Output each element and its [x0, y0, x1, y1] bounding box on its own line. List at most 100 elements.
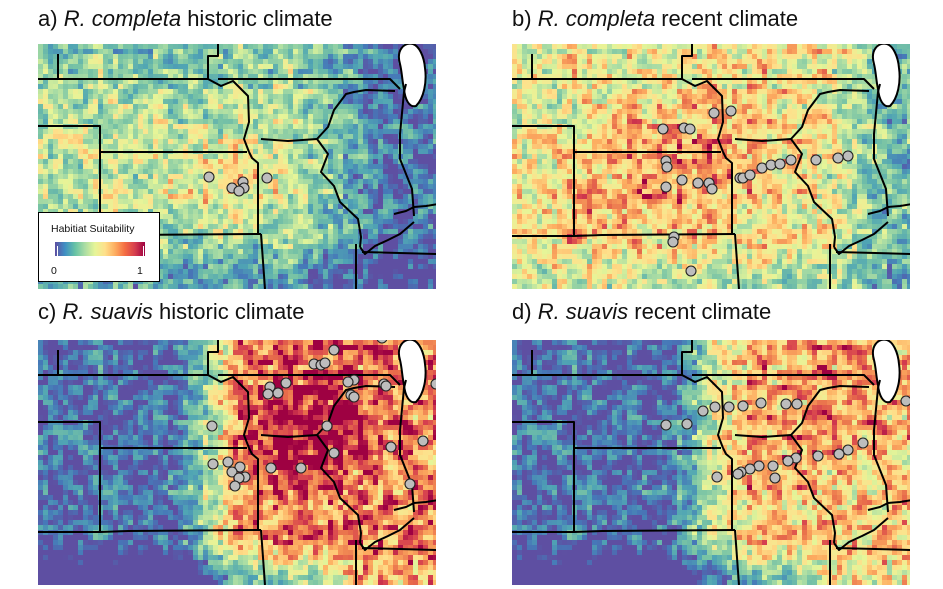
state-boundary — [393, 203, 436, 215]
occurrence-point — [692, 177, 704, 189]
occurrence-point — [657, 123, 669, 135]
state-boundary — [260, 233, 266, 289]
occurrence-point — [207, 458, 219, 470]
state-boundary — [867, 499, 910, 511]
suitability-raster — [512, 44, 910, 289]
state-boundary — [790, 89, 870, 140]
state-boundary — [316, 434, 362, 544]
state-boundary — [692, 374, 875, 386]
occurrence-point — [744, 169, 756, 181]
occurrence-point — [234, 461, 246, 473]
legend-min-label: 0 — [51, 265, 57, 277]
state-boundary — [361, 251, 436, 255]
state-boundary — [734, 434, 792, 438]
occurrence-point — [342, 376, 354, 388]
panel-c-title: c) R. suavis historic climate — [38, 299, 305, 324]
state-boundary — [790, 434, 836, 544]
occurrence-point — [676, 174, 688, 186]
state-boundary — [399, 379, 415, 513]
state-boundary — [734, 138, 792, 142]
panel-b-title: b) R. completa recent climate — [512, 6, 799, 31]
state-boundary — [692, 78, 875, 90]
occurrence-points — [203, 171, 273, 197]
occurrence-point — [708, 107, 720, 119]
occurrence-point — [684, 123, 696, 135]
occurrence-point — [706, 183, 718, 195]
lake-michigan — [872, 340, 901, 404]
occurrence-points — [660, 395, 910, 484]
state-boundary — [58, 78, 250, 153]
occurrence-point — [842, 150, 854, 162]
occurrence-point — [791, 398, 803, 410]
panel-a-title: a) R. completa historic climate — [38, 6, 333, 31]
occurrence-point — [262, 388, 274, 400]
state-boundary — [790, 138, 836, 248]
occurrence-points — [206, 340, 436, 492]
state-boundary — [218, 374, 401, 386]
occurrence-point — [321, 420, 333, 432]
occurrence-point — [857, 437, 869, 449]
lake-michigan — [398, 340, 427, 404]
occurrence-point — [782, 455, 794, 467]
state-boundary — [867, 203, 910, 215]
occurrence-point — [769, 472, 781, 484]
occurrence-point — [709, 401, 721, 413]
occurrence-point — [660, 181, 672, 193]
occurrence-point — [233, 185, 245, 197]
state-boundary — [399, 83, 415, 217]
state-boundary — [873, 83, 889, 217]
state-boundary — [835, 547, 910, 551]
occurrence-point — [812, 450, 824, 462]
occurrence-point — [767, 460, 779, 472]
occurrence-point — [226, 466, 238, 478]
state-boundary — [248, 151, 259, 235]
panel-d-title: d) R. suavis recent climate — [512, 299, 772, 324]
state-boundary — [99, 529, 262, 533]
state-boundary — [248, 447, 259, 531]
occurrence-point — [229, 480, 241, 492]
legend-tick-max — [143, 246, 144, 256]
map-c-svg — [38, 340, 436, 585]
occurrence-point — [685, 265, 697, 277]
state-boundary — [260, 529, 266, 585]
map-d-svg — [512, 340, 910, 585]
occurrence-point — [272, 387, 284, 399]
occurrence-point — [832, 152, 844, 164]
occurrence-point — [380, 380, 392, 392]
state-boundary — [316, 89, 396, 140]
state-boundary — [722, 151, 733, 235]
occurrence-point — [842, 444, 854, 456]
state-boundary — [835, 251, 910, 255]
state-boundary — [573, 233, 736, 237]
occurrence-point — [810, 154, 822, 166]
legend-color-bar — [55, 242, 145, 256]
state-boundary — [260, 138, 318, 142]
state-boundary — [790, 385, 870, 436]
occurrence-point — [328, 344, 340, 356]
state-boundary — [873, 379, 889, 513]
occurrence-point — [780, 398, 792, 410]
lake-michigan — [398, 44, 427, 108]
state-boundary — [734, 529, 740, 585]
state-boundary — [734, 233, 740, 289]
occurrence-point — [900, 395, 910, 407]
state-boundary — [512, 125, 575, 237]
state-boundaries — [38, 44, 436, 289]
occurrence-point — [295, 462, 307, 474]
legend-tick-min — [57, 246, 58, 256]
occurrence-point — [348, 391, 360, 403]
state-boundary — [260, 434, 318, 438]
state-boundaries — [512, 44, 910, 289]
state-boundary — [393, 499, 436, 511]
legend-max-label: 1 — [137, 265, 143, 277]
occurrence-point — [833, 448, 845, 460]
occurrence-point — [203, 171, 215, 183]
occurrence-point — [774, 158, 786, 170]
state-boundary — [316, 138, 362, 248]
state-boundary — [58, 374, 250, 449]
occurrence-point — [417, 435, 429, 447]
legend-title: Habitiat Suitability — [51, 223, 135, 235]
occurrence-point — [755, 397, 767, 409]
habitat-suitability-legend: Habitiat Suitability 0 1 — [38, 212, 160, 282]
occurrence-point — [723, 401, 735, 413]
